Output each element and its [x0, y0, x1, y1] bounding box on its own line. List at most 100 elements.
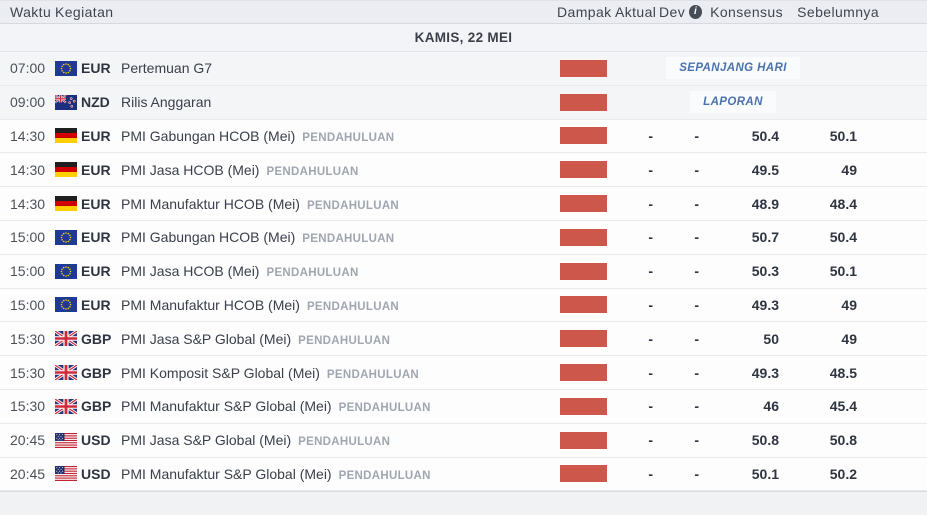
actual-value: - [648, 161, 653, 178]
currency-code: EUR [81, 127, 111, 144]
consensus-value: 49.3 [751, 296, 779, 313]
event-row[interactable]: 15:30 GBP PMI Manufaktur S&P Global (Mei) P… [0, 389, 927, 424]
previous-value: 50.8 [829, 432, 857, 449]
previous-value: 45.4 [829, 398, 857, 415]
previous-value: 48.5 [829, 364, 857, 381]
gb-flag-icon [55, 365, 81, 381]
consensus-value: 50 [763, 330, 779, 347]
deviation-value: - [694, 296, 699, 313]
impact-cell [557, 59, 615, 77]
event-row[interactable]: 15:30 GBP PMI Jasa S&P Global (Mei) PENDAHU… [0, 322, 927, 357]
event-name: Pertemuan G7 [121, 60, 213, 77]
event-name: PMI Jasa S&P Global (Mei) [121, 330, 292, 347]
impact-cell [557, 330, 615, 348]
impact-bar [560, 364, 607, 382]
column-header-dampak: Dampak [557, 4, 612, 20]
event-row[interactable]: 15:00 EUR PMI Gabungan HCOB (Mei) PENDAHULU… [0, 220, 927, 255]
event-name: PMI Gabungan HCOB (Mei) [121, 127, 296, 144]
eu-flag-icon [55, 229, 81, 245]
de-flag-icon [55, 162, 81, 178]
event-time: 15:30 [10, 364, 46, 381]
deviation-value: - [694, 364, 699, 381]
impact-cell [557, 465, 615, 483]
event-tag: PENDAHULUAN [326, 368, 420, 381]
event-tag: PENDAHULUAN [266, 165, 359, 178]
impact-cell [557, 195, 615, 213]
eu-flag-icon [55, 263, 81, 279]
event-time: 15:30 [10, 398, 46, 415]
event-tag: PENDAHULUAN [302, 233, 395, 246]
impact-cell [557, 127, 615, 145]
impact-bar [560, 127, 607, 145]
event-name: PMI Manufaktur HCOB (Mei) [121, 195, 300, 212]
consensus-value: 50.7 [751, 229, 779, 246]
day-header: KAMIS, 22 MEI [0, 24, 927, 52]
deviation-value: - [694, 161, 699, 178]
event-tag: PENDAHULUAN [302, 131, 395, 144]
event-name: PMI Gabungan HCOB (Mei) [121, 229, 296, 246]
event-row[interactable]: 14:30 EUR PMI Manufaktur HCOB (Mei) PENDAHU… [0, 187, 927, 221]
previous-value: 49 [841, 330, 857, 347]
deviation-value: - [694, 330, 699, 347]
consensus-value: 50.3 [751, 263, 779, 280]
event-row[interactable]: 15:30 GBP PMI Komposit S&P Global (Mei) PEN… [0, 356, 927, 390]
eu-flag-icon [55, 60, 81, 76]
impact-bar [560, 195, 607, 213]
currency-code: USD [81, 465, 111, 482]
consensus-value: 50.4 [751, 127, 779, 144]
table-header-row: Waktu Kegiatan Dampak Aktual Dev i Konse… [0, 1, 927, 24]
impact-cell [557, 228, 615, 246]
previous-value: 50.1 [829, 263, 857, 280]
impact-cell [557, 262, 615, 280]
consensus-value: 49.3 [751, 364, 779, 381]
event-time: 20:45 [10, 465, 46, 482]
impact-bar [560, 397, 607, 415]
event-time: 15:00 [10, 296, 46, 313]
actual-value: - [648, 195, 653, 212]
de-flag-icon [55, 128, 81, 144]
event-tag: PENDAHULUAN [306, 300, 400, 313]
event-row[interactable]: 09:00 NZD Rilis Anggaran LAPORAN [0, 85, 927, 120]
us-flag-icon [55, 432, 81, 448]
consensus-value: 50.8 [751, 432, 779, 449]
de-flag-icon [55, 196, 81, 212]
actual-value: - [648, 465, 653, 482]
currency-code: GBP [81, 330, 112, 347]
event-time: 15:00 [10, 229, 46, 246]
event-time: 15:00 [10, 263, 46, 280]
impact-bar [560, 262, 607, 280]
column-header-aktual: Aktual [615, 4, 657, 20]
impact-bar [560, 161, 607, 179]
event-time: 14:30 [10, 195, 46, 212]
currency-code: EUR [81, 263, 111, 280]
info-icon[interactable]: i [689, 5, 702, 19]
gb-flag-icon [55, 398, 81, 414]
event-row[interactable]: 15:00 EUR PMI Manufaktur HCOB (Mei) PENDAHU… [0, 288, 927, 323]
impact-cell [557, 161, 615, 179]
previous-value: 50.1 [829, 127, 857, 144]
currency-code: EUR [81, 229, 111, 246]
deviation-value: - [694, 263, 699, 280]
event-row[interactable]: 20:45 USD PMI Manufaktur S&P Global (Mei) P… [0, 457, 927, 492]
currency-code: GBP [81, 398, 112, 415]
impact-bar [560, 465, 607, 483]
currency-code: EUR [81, 161, 111, 178]
event-row[interactable]: 14:30 EUR PMI Jasa HCOB (Mei) PENDAHULUAN - -… [0, 153, 927, 188]
event-row[interactable]: 20:45 USD PMI Jasa S&P Global (Mei) PENDAHU… [0, 423, 927, 458]
event-name: PMI Manufaktur HCOB (Mei) [121, 296, 300, 313]
event-tag: PENDAHULUAN [298, 334, 391, 347]
previous-value: 50.2 [829, 465, 857, 482]
event-row[interactable]: 15:00 EUR PMI Jasa HCOB (Mei) PENDAHULUAN - -… [0, 254, 927, 289]
actual-value: - [648, 127, 653, 144]
footer-bar [0, 491, 927, 515]
event-time: 14:30 [10, 161, 46, 178]
event-status-badge: SEPANJANG HARI [666, 57, 800, 80]
consensus-value: 46 [763, 398, 779, 415]
gb-flag-icon [55, 331, 81, 347]
event-row[interactable]: 14:30 EUR PMI Gabungan HCOB (Mei) PENDAHULU… [0, 119, 927, 154]
event-row[interactable]: 07:00 EUR Pertemuan G7 SEPANJANG HARI [0, 52, 927, 86]
deviation-value: - [694, 465, 699, 482]
column-header-dev: Dev i [659, 4, 705, 20]
impact-bar [560, 330, 607, 348]
impact-cell [557, 93, 615, 111]
